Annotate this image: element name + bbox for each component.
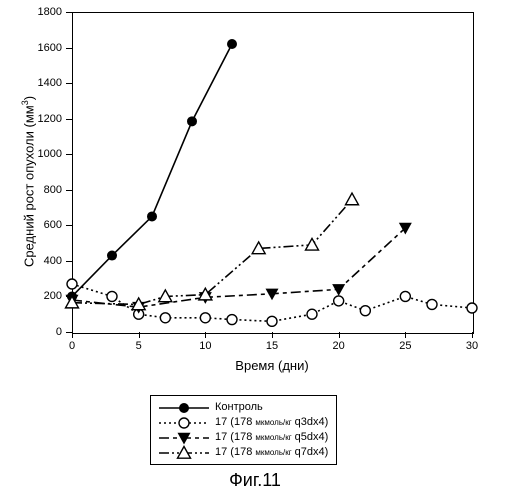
legend-label: Контроль (215, 400, 263, 415)
y-tick-label: 800 (32, 184, 62, 196)
legend: Контроль17 (178 мкмоль/кг q3dx4)17 (178 … (150, 395, 337, 465)
legend-label: 17 (178 мкмоль/кг q5dx4) (215, 430, 328, 445)
figure-caption: Фиг.11 (0, 470, 510, 491)
y-tick-label: 0 (32, 326, 62, 338)
x-tick-label: 10 (199, 340, 211, 352)
y-tick-label: 600 (32, 219, 62, 231)
y-tick-label: 1000 (32, 148, 62, 160)
legend-label: 17 (178 мкмоль/кг q7dx4) (215, 445, 328, 460)
chart-lines (0, 0, 510, 360)
y-tick-label: 200 (32, 290, 62, 302)
y-tick-label: 400 (32, 255, 62, 267)
y-tick-label: 1200 (32, 113, 62, 125)
y-tick-label: 1800 (32, 6, 62, 18)
legend-item: Контроль (159, 400, 328, 415)
y-tick-label: 1600 (32, 42, 62, 54)
x-tick-label: 20 (333, 340, 345, 352)
x-tick-label: 15 (266, 340, 278, 352)
y-tick-label: 1400 (32, 77, 62, 89)
x-tick-label: 25 (399, 340, 411, 352)
legend-item: 17 (178 мкмоль/кг q3dx4) (159, 415, 328, 430)
y-axis-label: Средний рост опухоли (мм3) (20, 96, 36, 267)
legend-item: 17 (178 мкмоль/кг q7dx4) (159, 445, 328, 460)
legend-label: 17 (178 мкмоль/кг q3dx4) (215, 415, 328, 430)
x-tick-label: 5 (136, 340, 142, 352)
legend-item: 17 (178 мкмоль/кг q5dx4) (159, 430, 328, 445)
x-tick-label: 30 (466, 340, 478, 352)
x-axis-label: Время (дни) (0, 358, 510, 373)
x-tick-label: 0 (69, 340, 75, 352)
